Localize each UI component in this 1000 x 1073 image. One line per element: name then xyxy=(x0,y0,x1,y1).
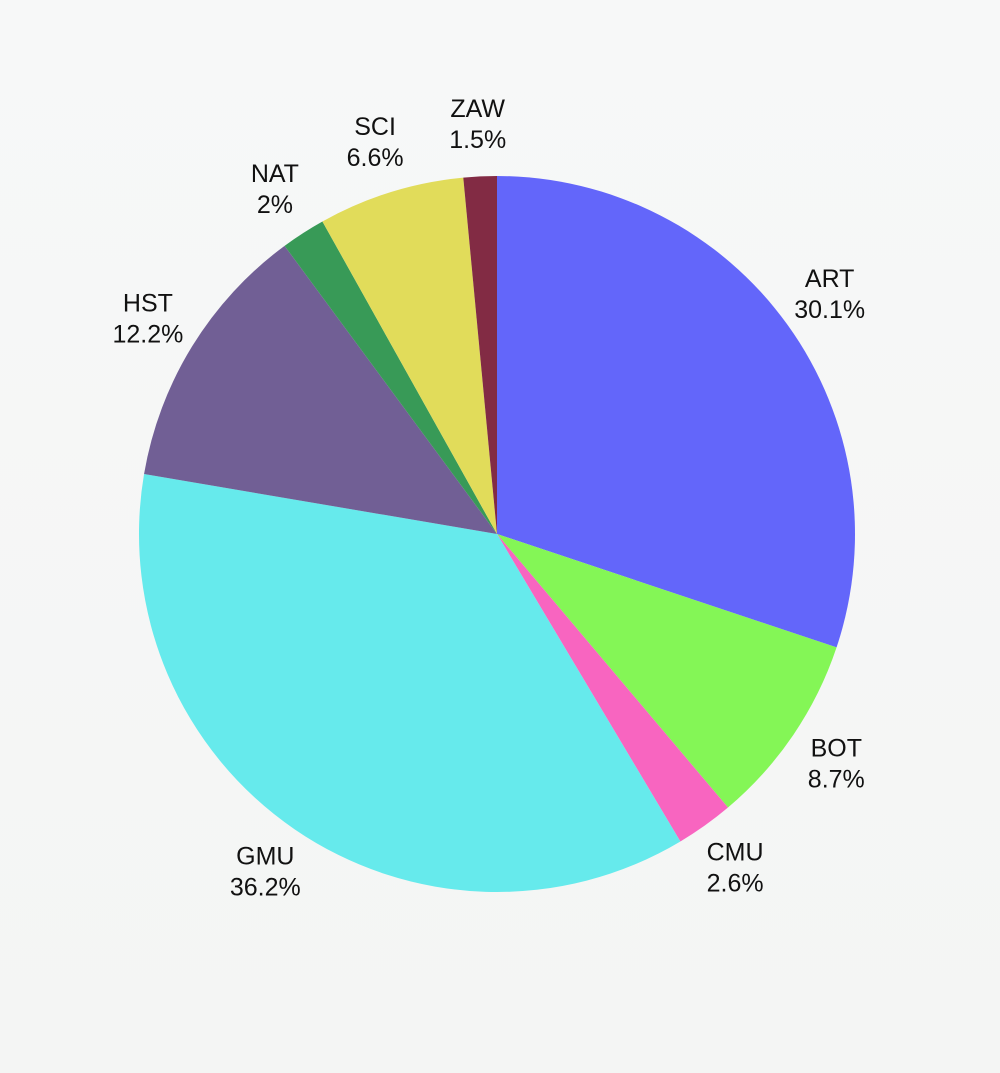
pie-slice-sci xyxy=(322,177,497,534)
slice-label-nat: NAT 2% xyxy=(251,160,299,219)
slice-category-label: NAT xyxy=(251,160,299,188)
slice-percent-label: 2.6% xyxy=(707,869,764,897)
slice-percent-label: 30.1% xyxy=(794,296,865,324)
slice-label-zaw: ZAW 1.5% xyxy=(449,95,506,154)
pie-slice-zaw xyxy=(463,176,497,534)
slice-percent-label: 1.5% xyxy=(449,126,506,154)
slice-percent-label: 6.6% xyxy=(347,144,404,172)
slice-category-label: SCI xyxy=(354,113,396,141)
pie-slice-cmu xyxy=(497,534,728,842)
pie-slice-hst xyxy=(144,245,498,534)
slice-label-sci: SCI 6.6% xyxy=(347,113,404,172)
slice-category-label: CMU xyxy=(707,838,764,866)
slice-label-bot: BOT 8.7% xyxy=(808,735,865,794)
slice-category-label: ZAW xyxy=(450,95,505,123)
slice-category-label: BOT xyxy=(811,735,862,763)
pie-slice-nat xyxy=(284,221,497,534)
slice-label-art: ART 30.1% xyxy=(794,265,865,324)
pie-labels: ART 30.1% BOT 8.7% CMU 2.6% GMU 36.2% HST 12.2% NA… xyxy=(112,95,865,902)
slice-category-label: ART xyxy=(805,265,855,293)
slice-label-cmu: CMU 2.6% xyxy=(707,838,764,897)
slice-percent-label: 2% xyxy=(257,191,293,219)
pie-slice-bot xyxy=(497,534,837,808)
slice-label-hst: HST 12.2% xyxy=(112,290,183,349)
pie-slices xyxy=(138,176,855,893)
slice-percent-label: 8.7% xyxy=(808,766,865,794)
slice-percent-label: 36.2% xyxy=(230,874,301,902)
slice-label-gmu: GMU 36.2% xyxy=(230,843,301,902)
slice-percent-label: 12.2% xyxy=(112,321,183,349)
slice-category-label: HST xyxy=(123,290,173,318)
pie-slice-gmu xyxy=(138,474,681,893)
pie-slice-art xyxy=(497,176,855,648)
slice-category-label: GMU xyxy=(236,843,294,871)
